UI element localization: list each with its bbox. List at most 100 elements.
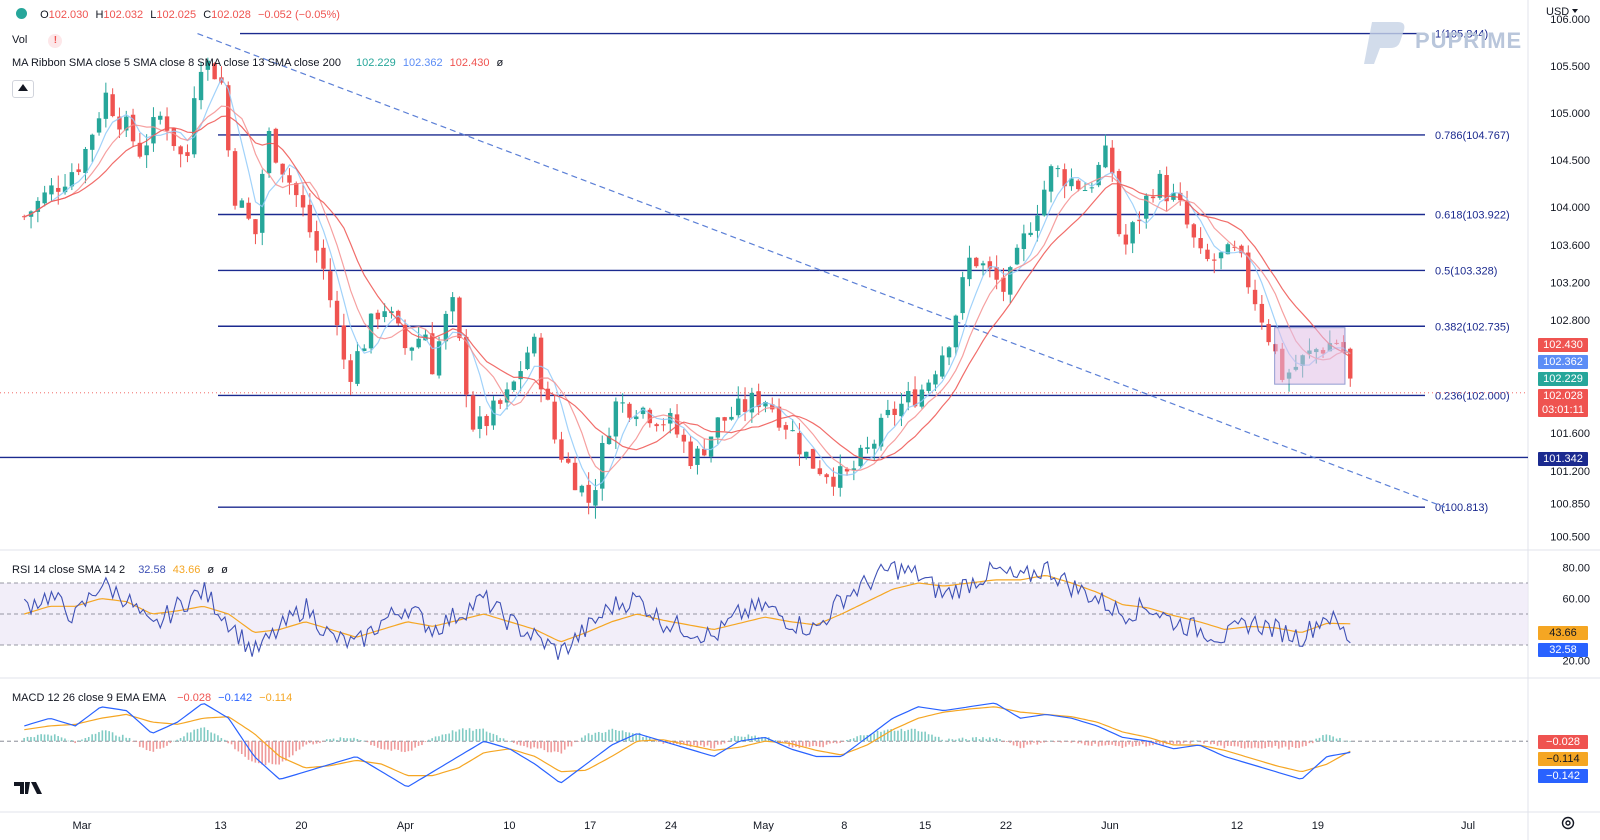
macd-histogram-bar [1094,741,1096,744]
rsi-tick-label: 60.00 [1562,594,1590,606]
macd-badge: −0.142 [1538,769,1588,783]
date-tick-label: 22 [1000,820,1012,832]
macd-histogram-bar [363,740,365,742]
candle-body [613,401,619,437]
macd-histogram-bar [669,741,671,745]
candle-body [144,145,149,156]
macd-histogram-bar [189,732,192,742]
macd-histogram-bar [907,729,909,742]
macd-histogram-bar [1138,741,1141,746]
macd-histogram-bar [764,737,767,742]
macd-histogram-bar [308,741,311,744]
candle-body [946,347,952,358]
fib-level-label: 0.382(102.735) [1435,321,1510,333]
macd-histogram-bar [1294,741,1297,749]
macd-histogram-bar [115,735,117,742]
macd-histogram-bar [931,734,933,742]
macd-histogram-bar [523,741,525,747]
macd-histogram-bar [1264,741,1266,749]
macd-histogram-bar [1328,735,1331,742]
macd-histogram-bar [1002,741,1005,743]
macd-histogram-bar [897,730,899,742]
candle-body [627,403,632,418]
warning-icon[interactable]: ! [48,34,63,48]
macd-histogram-bar [1175,741,1178,744]
macd-histogram-bar [533,741,535,748]
macd-histogram-bar [325,739,328,742]
macd-histogram-bar [1043,741,1045,743]
candle-body [872,443,877,449]
macd-histogram-bar [288,741,291,758]
candle-body [838,466,843,488]
vol-header[interactable]: Vol ! [12,34,66,48]
candle-body [566,458,571,463]
candle-body [1001,277,1006,292]
macd-histogram-bar [1101,741,1103,746]
candle-body [559,439,564,460]
macd-histogram-bar [869,734,872,742]
macd-histogram-bar [812,741,814,747]
candle-body [776,406,782,428]
rsi-sma-value: 43.66 [172,564,201,576]
macd-histogram-bar [217,735,219,742]
candle-body [430,333,435,375]
macd-histogram-bar [47,734,49,742]
price-tick-label: 101.600 [1550,428,1590,440]
macd-header[interactable]: MACD 12 26 close 9 EMA EMA −0.028 −0.142… [12,692,296,704]
macd-histogram-bar [1029,741,1032,745]
high-value: 102.032 [103,9,144,21]
macd-histogram-bar [839,741,841,743]
macd-histogram-bar [492,733,495,742]
macd-histogram-bar [662,741,665,744]
fib-level-label: 0.5(103.328) [1435,265,1497,277]
candle-body [858,447,863,467]
macd-histogram-bar [587,733,590,742]
macd-histogram-bar [988,737,991,742]
macd-histogram-bar [1189,741,1192,744]
candle-body [477,416,483,429]
macd-histogram-bar [1070,741,1073,743]
candle-body [355,351,360,384]
macd-histogram-bar [1060,741,1062,743]
currency-label: USD [1546,6,1570,18]
fib-level-label: 1(105.844) [1435,29,1488,41]
candle-body [940,355,945,377]
macd-histogram-bar [1172,741,1175,744]
candle-body [1028,232,1033,236]
macd-histogram-bar [1250,741,1253,749]
currency-selector[interactable]: USD [1546,6,1579,18]
macd-histogram-bar [696,741,699,747]
candle-body [912,389,918,407]
settings-gear-icon[interactable] [1560,815,1576,836]
ma-5-line [24,77,1351,488]
macd-histogram-bar [421,741,423,746]
rsi-sma-line [24,574,1351,643]
macd-histogram-bar [1097,741,1100,747]
candle-body [817,468,823,475]
fib-level-label: 0.786(104.767) [1435,130,1510,142]
macd-histogram-bar [917,731,920,742]
macd-histogram-bar [1067,741,1069,742]
ma-ribbon-header[interactable]: MA Ribbon SMA close 5 SMA close 8 SMA cl… [12,57,507,69]
macd-histogram-bar [1009,741,1011,743]
macd-histogram-bar [604,732,607,742]
macd-histogram-bar [757,737,760,742]
macd-histogram-bar [441,734,444,742]
candle-body [763,401,768,407]
macd-histogram-bar [546,741,549,753]
collapse-legend-button[interactable] [12,80,34,98]
macd-histogram-bar [431,738,433,742]
date-tick-label: 17 [584,820,596,832]
macd-histogram-bar [873,733,875,742]
candle-body [362,348,367,351]
macd-histogram-bar [1226,741,1229,746]
macd-histogram-bar [1158,741,1161,744]
macd-histogram-bar [438,736,440,742]
rsi-header[interactable]: RSI 14 close SMA 14 2 32.58 43.66 ø ø [12,564,232,576]
macd-histogram-bar [138,741,141,747]
macd-histogram-bar [1203,741,1205,744]
candle-body [1266,323,1271,343]
macd-histogram-bar [87,737,90,742]
candle-body [260,173,265,233]
